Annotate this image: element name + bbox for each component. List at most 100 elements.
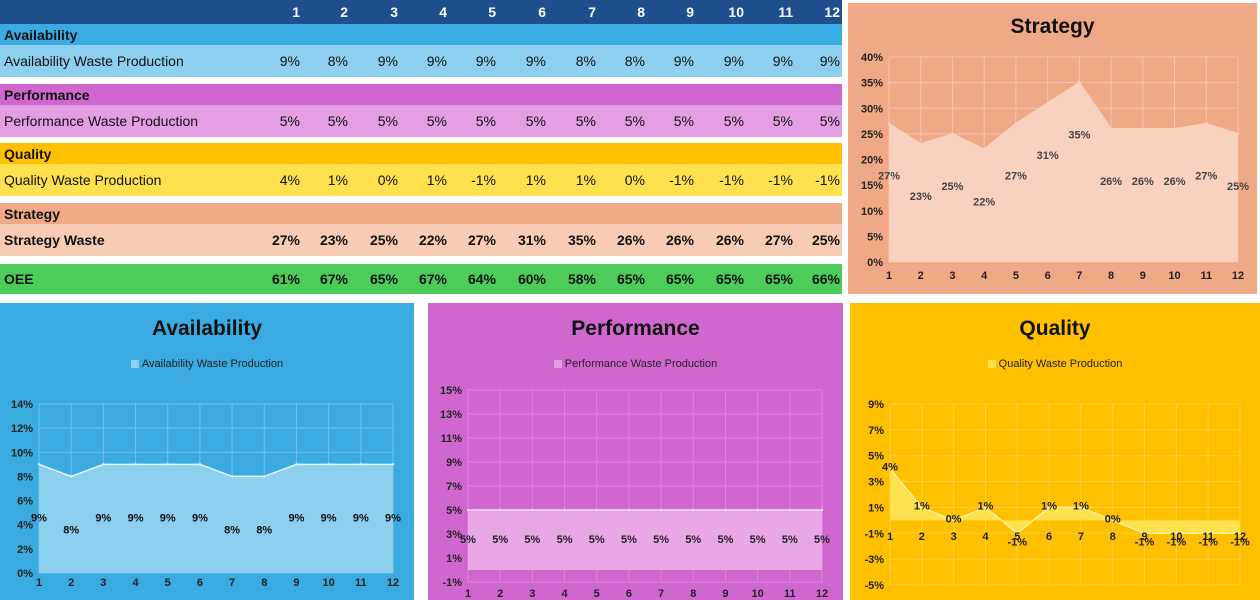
- x-tick-label: 6: [1046, 531, 1052, 543]
- data-label-9: 5%: [718, 534, 734, 546]
- y-tick-label: 25%: [861, 129, 883, 141]
- data-point-3: [952, 519, 955, 522]
- y-tick-label: 15%: [861, 180, 883, 192]
- oee-value-5: 64%: [467, 271, 496, 287]
- data-point-7: [230, 475, 234, 478]
- x-tick-label: 1: [465, 588, 471, 600]
- data-point-4: [984, 506, 987, 509]
- oee-value-12: 66%: [811, 271, 840, 287]
- quality-value-6: 1%: [525, 172, 546, 188]
- series-area: [889, 82, 1238, 262]
- quality-value-4: 1%: [426, 172, 447, 188]
- x-tick-label: 3: [529, 588, 535, 600]
- quality-value-7: 1%: [575, 172, 596, 188]
- x-tick-label: 3: [100, 577, 106, 589]
- oee-value-1: 61%: [271, 271, 300, 287]
- oee-value-10: 65%: [715, 271, 744, 287]
- data-label-2: 23%: [910, 191, 932, 203]
- y-tick-label: -3%: [864, 554, 884, 566]
- x-tick-label: 7: [229, 577, 235, 589]
- strategy-chart-panel: Strategy 0% 5% 10% 15% 20% 25% 30% 35% 40% 1 2 3 4 5 6…: [848, 3, 1257, 294]
- performance-legend: Performance Waste Production: [428, 358, 843, 370]
- availability-header-row: Availability: [0, 24, 842, 45]
- data-point-6: [1046, 101, 1049, 105]
- data-point-9: [295, 463, 298, 466]
- oee-value-7: 58%: [567, 271, 596, 287]
- availability-value-2: 8%: [327, 53, 348, 69]
- data-point-10: [1175, 532, 1178, 535]
- data-label-5: -1%: [1007, 536, 1027, 548]
- x-tick-label: 11: [355, 577, 367, 589]
- data-point-11: [788, 508, 792, 512]
- availability-value-12: 9%: [819, 53, 840, 69]
- x-tick-label: 10: [323, 577, 335, 589]
- y-tick-label: 15%: [440, 385, 462, 397]
- column-header-11: 11: [778, 4, 793, 20]
- y-tick-label: 12%: [11, 423, 33, 435]
- x-tick-label: 8: [1110, 531, 1116, 543]
- availability-value-3: 9%: [377, 53, 398, 69]
- performance-chart: -1%1%3%5%7%9%11%13%15%1 2 3 4 5 6 7 8 9 10 11 125% 5…: [440, 385, 830, 600]
- data-label-9: -1%: [1135, 536, 1155, 548]
- availability-value-11: 9%: [772, 53, 793, 69]
- data-label-3: 0%: [946, 513, 962, 525]
- data-label-6: 9%: [192, 512, 208, 524]
- data-point-3: [102, 463, 105, 466]
- x-tick-label: 11: [784, 588, 796, 600]
- data-label-8: 26%: [1100, 176, 1122, 188]
- series-area: [890, 468, 1240, 534]
- data-label-11: 5%: [782, 534, 798, 546]
- data-point-10: [327, 463, 330, 466]
- performance-value-12: 5%: [819, 113, 840, 129]
- x-tick-label: 6: [197, 577, 203, 589]
- quality-value-1: 4%: [279, 172, 300, 188]
- performance-header-row: Performance: [0, 84, 842, 105]
- data-point-12: [1238, 532, 1242, 535]
- x-tick-label: 7: [658, 588, 664, 600]
- performance-legend-label: Performance Waste Production: [564, 358, 718, 370]
- x-tick-label: 8: [261, 577, 267, 589]
- x-tick-label: 8: [1108, 270, 1114, 282]
- quality-header-row: Quality: [0, 143, 842, 164]
- strategy-value-12: 25%: [811, 232, 840, 248]
- data-label-2: 1%: [914, 500, 930, 512]
- strategy-value-9: 26%: [665, 232, 694, 248]
- data-label-4: 22%: [973, 196, 995, 208]
- x-tick-label: 8: [690, 588, 696, 600]
- strategy-value-3: 25%: [369, 232, 398, 248]
- oee-value-8: 65%: [616, 271, 645, 287]
- y-tick-label: 6%: [17, 496, 33, 508]
- column-header-12: 12: [824, 4, 840, 20]
- availability-value-1: 9%: [279, 53, 300, 69]
- x-tick-label: 3: [949, 270, 955, 282]
- availability-value-5: 9%: [475, 53, 496, 69]
- data-label-12: 5%: [814, 534, 830, 546]
- data-point-1: [466, 508, 470, 512]
- x-tick-label: 9: [1140, 270, 1146, 282]
- data-point-5: [595, 508, 598, 512]
- availability-value-7: 8%: [575, 53, 596, 69]
- strategy-value-8: 26%: [616, 232, 645, 248]
- y-tick-label: 10%: [11, 447, 33, 459]
- quality-value-3: 0%: [377, 172, 398, 188]
- x-tick-label: 2: [68, 577, 74, 589]
- column-header-7: 7: [588, 4, 596, 20]
- y-tick-label: 5%: [867, 231, 883, 243]
- data-point-10: [756, 508, 759, 512]
- series-area: [468, 510, 822, 570]
- x-tick-label: 4: [981, 270, 988, 282]
- column-header-10: 10: [728, 4, 744, 20]
- x-tick-label: 11: [1200, 270, 1212, 282]
- data-point-5: [1014, 122, 1018, 125]
- availability-value-4: 9%: [426, 53, 447, 69]
- performance-value-4: 5%: [426, 113, 447, 129]
- x-tick-label: 5: [165, 577, 171, 589]
- y-tick-label: 0%: [867, 257, 883, 269]
- data-point-1: [887, 122, 891, 125]
- x-tick-label: 10: [752, 588, 764, 600]
- oee-value-11: 65%: [764, 271, 793, 287]
- data-label-5: 5%: [589, 534, 605, 546]
- strategy-value-11: 27%: [764, 232, 793, 248]
- strategy-label: Strategy Waste: [4, 232, 105, 248]
- legend-swatch: [987, 360, 996, 369]
